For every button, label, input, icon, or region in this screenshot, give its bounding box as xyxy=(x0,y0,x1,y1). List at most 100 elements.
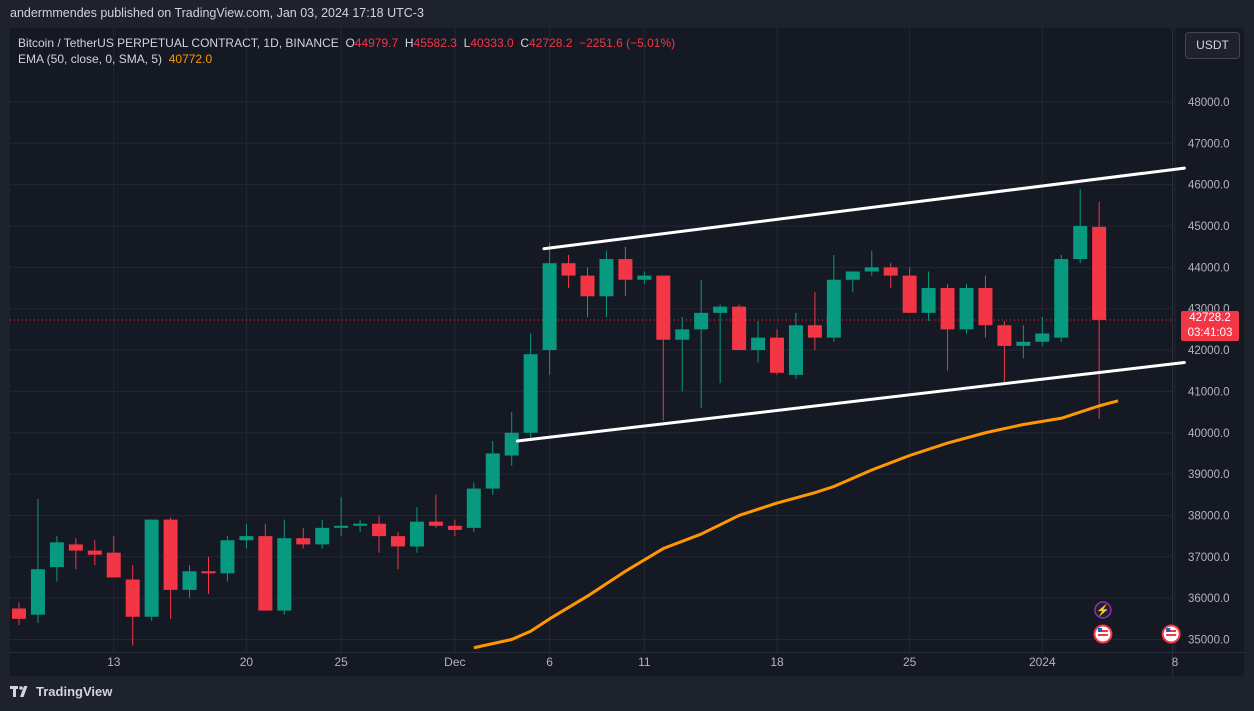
low-label: L xyxy=(463,36,471,50)
candle-up xyxy=(353,523,368,526)
y-tick-label: 36000.0 xyxy=(1188,593,1230,605)
flag-stripe xyxy=(1166,634,1177,636)
x-tick-label: 13 xyxy=(107,655,121,669)
y-tick-label: 42000.0 xyxy=(1188,345,1230,357)
brand-label: TradingView xyxy=(36,684,113,699)
candle-up xyxy=(1035,333,1050,342)
candle-up xyxy=(409,521,424,547)
candle-up xyxy=(466,488,481,528)
candle-up xyxy=(239,536,254,541)
candle-up xyxy=(1073,226,1088,260)
change-value: −2251.6 (−5.01%) xyxy=(579,36,676,50)
last-price-value: 42728.2 xyxy=(1189,312,1231,324)
candle-up xyxy=(49,542,64,568)
candle-up xyxy=(1016,341,1031,346)
chart-area[interactable] xyxy=(10,28,1244,676)
ema-line xyxy=(473,399,1119,650)
candle-down xyxy=(1092,226,1107,320)
candle-down xyxy=(87,550,102,555)
countdown-value: 03:41:03 xyxy=(1187,327,1233,339)
ema-label[interactable]: EMA (50, close, 0, SMA, 5) xyxy=(18,52,163,66)
candle-up xyxy=(485,453,500,489)
candle-down xyxy=(940,288,955,330)
close-value: 42728.2 xyxy=(529,36,573,50)
lightning-event-icon xyxy=(1094,601,1112,619)
candle-up xyxy=(334,525,349,528)
y-tick-label: 40000.0 xyxy=(1188,428,1230,440)
candle-down xyxy=(978,288,993,326)
candle-up xyxy=(921,288,936,313)
candle-down xyxy=(447,525,462,530)
candle-up xyxy=(599,259,614,297)
flag-stripe xyxy=(1166,630,1177,632)
x-tick-label: 25 xyxy=(903,655,917,669)
high-label: H xyxy=(404,36,414,50)
x-tick-label: 11 xyxy=(638,655,651,669)
candle-down xyxy=(807,325,822,338)
candle-down xyxy=(428,521,443,526)
y-tick-label: 44000.0 xyxy=(1188,262,1230,274)
ema-row: EMA (50, close, 0, SMA, 5) 40772.0 xyxy=(18,51,675,67)
chart-legend: Bitcoin / TetherUS PERPETUAL CONTRACT, 1… xyxy=(18,35,675,67)
y-tick-label: 35000.0 xyxy=(1188,635,1230,647)
publish-info: andermmendes published on TradingView.co… xyxy=(10,6,424,20)
tradingview-logo-icon xyxy=(10,685,28,697)
channel-trendline xyxy=(515,360,1186,443)
x-tick-label: 8 xyxy=(1172,655,1179,669)
footer-brand[interactable]: TradingView xyxy=(10,684,112,699)
candle-up xyxy=(826,279,841,338)
candle-up xyxy=(959,288,974,330)
candle-up xyxy=(30,569,45,615)
candle-up xyxy=(675,329,690,340)
candle-up xyxy=(504,432,519,456)
candle-up xyxy=(637,275,652,280)
x-tick-label: 20 xyxy=(240,655,254,669)
candle-down xyxy=(125,579,140,617)
currency-button[interactable]: USDT xyxy=(1185,32,1240,59)
channel-trendline xyxy=(542,166,1186,251)
candle-up xyxy=(144,519,159,617)
open-label: O xyxy=(345,36,355,50)
x-tick-label: 2024 xyxy=(1029,655,1056,669)
candle-down xyxy=(12,608,26,619)
candle-down xyxy=(258,536,273,611)
candle-up xyxy=(788,325,803,375)
candle-down xyxy=(561,263,576,276)
candle-up xyxy=(845,271,860,280)
last-price-tag: 42728.2 03:41:03 xyxy=(1181,311,1239,341)
candle-down xyxy=(997,325,1012,346)
flag-canton xyxy=(1166,628,1171,632)
candle-down xyxy=(883,267,898,276)
open-value: 44979.7 xyxy=(354,36,399,50)
x-tick-label: 25 xyxy=(334,655,348,669)
y-tick-label: 38000.0 xyxy=(1188,510,1230,522)
ohlc-row: Bitcoin / TetherUS PERPETUAL CONTRACT, 1… xyxy=(18,35,675,51)
candle-down xyxy=(732,306,747,351)
high-value: 45582.3 xyxy=(413,36,457,50)
candle-up xyxy=(182,571,197,590)
candle-up xyxy=(542,263,557,351)
candle-up xyxy=(713,306,728,313)
candle-down xyxy=(656,275,671,340)
candle-down xyxy=(618,259,633,280)
x-tick-label: 6 xyxy=(546,655,553,669)
candle-up xyxy=(864,267,879,272)
candle-down xyxy=(372,523,387,537)
y-tick-label: 37000.0 xyxy=(1188,552,1230,564)
candle-up xyxy=(315,527,330,545)
x-tick-label: Dec xyxy=(444,655,465,669)
y-tick-label: 47000.0 xyxy=(1188,138,1230,150)
y-tick-label: 46000.0 xyxy=(1188,180,1230,192)
x-tick-label: 18 xyxy=(770,655,784,669)
flag-stripe xyxy=(1097,630,1108,632)
flag-canton xyxy=(1097,628,1102,632)
candle-down xyxy=(201,571,216,574)
ema-value: 40772.0 xyxy=(168,52,213,66)
y-tick-label: 45000.0 xyxy=(1188,221,1230,233)
candle-down xyxy=(391,536,405,547)
candle-down xyxy=(106,552,121,578)
candle-up xyxy=(694,312,709,330)
symbol-title[interactable]: Bitcoin / TetherUS PERPETUAL CONTRACT, 1… xyxy=(18,36,339,50)
candle-down xyxy=(68,544,83,551)
